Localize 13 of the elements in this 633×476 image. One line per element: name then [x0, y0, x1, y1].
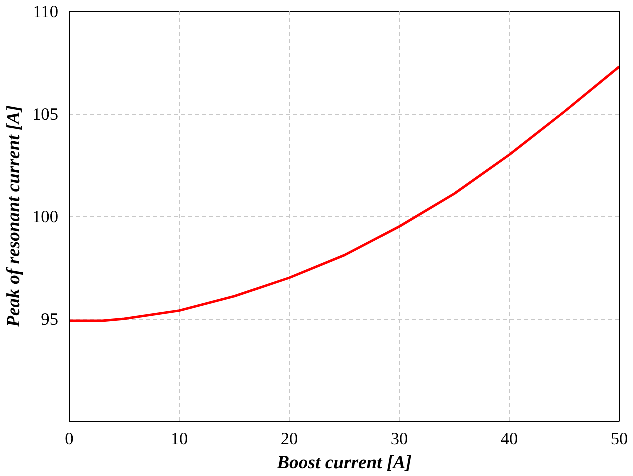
x-tick-label: 20: [280, 430, 298, 448]
x-tick-label: 50: [610, 430, 628, 448]
x-axis-title: Boost current [A]: [276, 452, 412, 474]
y-tick-label: 110: [33, 2, 59, 22]
x-tick-label: 10: [170, 430, 188, 448]
y-tick-label: 100: [32, 208, 59, 226]
y-tick-label: 95: [41, 310, 58, 329]
x-tick-label: 30: [390, 430, 408, 448]
x-tick-label: 0: [65, 430, 74, 448]
y-axis-title: Peak of resonant current [A]: [4, 106, 25, 328]
y-tick-label: 105: [32, 105, 59, 124]
x-tick-label: 40: [500, 430, 518, 448]
line-series: [70, 66, 620, 322]
